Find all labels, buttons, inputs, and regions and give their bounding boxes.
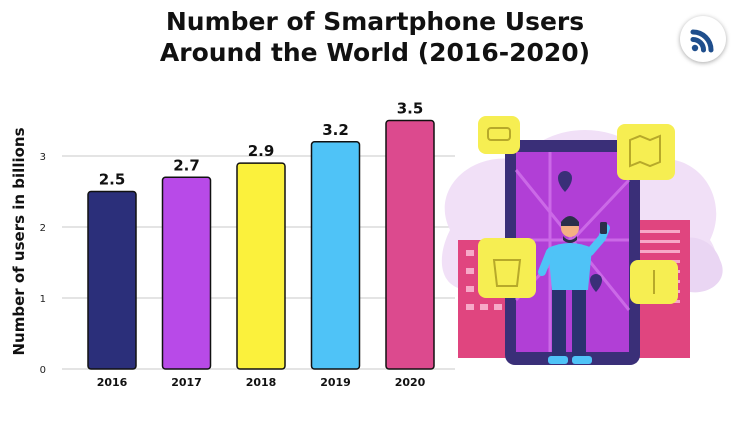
y-tick-label: 2 [40,223,46,234]
x-tick-label: 2018 [246,376,277,389]
chart-title-line-1: Number of Smartphone Users [165,7,585,36]
y-axis-label: Number of users in billions [10,127,28,355]
data-label: 2.9 [248,142,275,160]
x-tick-label: 2020 [395,376,426,389]
bar-2018 [236,162,286,370]
x-tick-label: 2016 [97,376,128,389]
bar-2020 [385,119,435,370]
chart-title-line-2: Around the World (2016-2020) [159,38,591,67]
data-label: 2.7 [173,156,200,174]
x-tick-label: 2019 [320,376,351,389]
y-tick-label: 3 [40,152,46,163]
wifi-signal-icon [680,16,726,62]
data-label: 3.2 [322,121,349,139]
bar-2016 [87,190,137,370]
data-label: 2.5 [99,171,126,189]
bar-2017 [161,176,212,370]
chart-title: Number of Smartphone Users Around the Wo… [0,6,750,68]
y-tick-label: 0 [40,365,46,376]
x-tick-label: 2017 [171,376,202,389]
bar-2019 [310,141,361,370]
data-label: 3.5 [397,100,424,118]
y-tick-label: 1 [40,294,46,305]
smartphone-user-illustration [441,116,723,365]
